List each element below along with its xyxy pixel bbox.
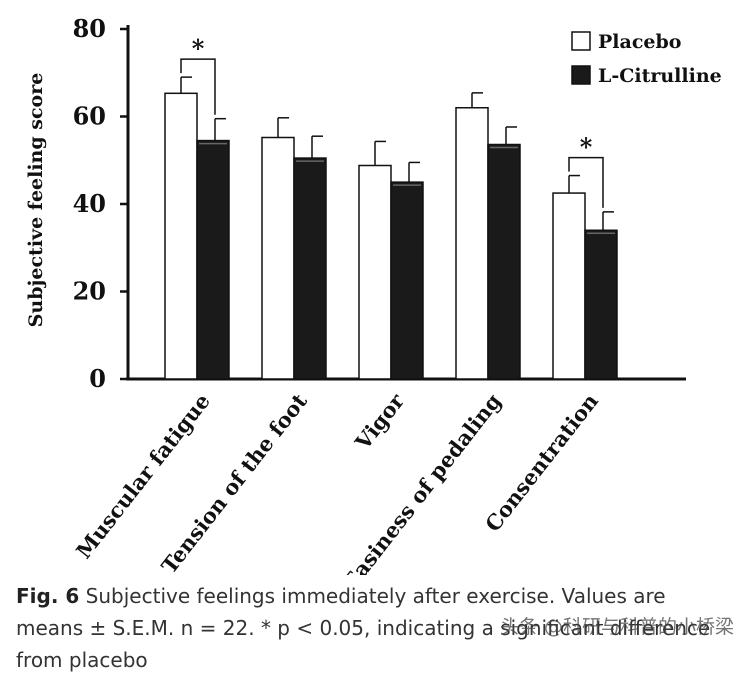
bar-l-citrulline: [487, 143, 521, 380]
legend-swatch: [571, 65, 591, 85]
significance-star: *: [192, 34, 205, 63]
bar-l-citrulline: [584, 229, 618, 380]
significance-star: *: [580, 133, 593, 162]
bar-placebo: [455, 107, 489, 380]
bar-l-citrulline: [390, 181, 424, 380]
bar-placebo: [358, 164, 392, 380]
legend-label: L-Citrulline: [598, 65, 722, 87]
y-tick-label: 80: [73, 14, 106, 43]
bars: [164, 92, 618, 380]
error-bars: [180, 76, 614, 231]
bar-placebo: [164, 92, 198, 380]
x-tick-label: Vigor: [349, 388, 409, 455]
y-tick-label: 60: [73, 102, 106, 131]
legend-swatch: [571, 31, 591, 51]
x-tick-label: Easiness of pedaling: [337, 388, 506, 575]
significance-bracket: [568, 156, 604, 208]
bar-placebo: [261, 136, 295, 380]
bar-l-citrulline: [196, 139, 230, 380]
significance-markers: **: [180, 34, 604, 208]
y-axis-title: Subjective feeling score: [25, 73, 47, 328]
bar-l-citrulline: [293, 157, 327, 380]
watermark: 头条 @科研与科普的小桥梁: [500, 616, 735, 638]
y-tick-label: 20: [73, 277, 106, 306]
y-tick-label: 40: [73, 189, 106, 218]
caption-label: Fig. 6: [16, 584, 80, 608]
bar-placebo: [552, 192, 586, 380]
legend-label: Placebo: [598, 31, 681, 53]
significance-bracket: [180, 58, 216, 115]
y-tick-label: 0: [89, 364, 106, 393]
legend: Placebo L-Citrulline: [571, 31, 722, 87]
